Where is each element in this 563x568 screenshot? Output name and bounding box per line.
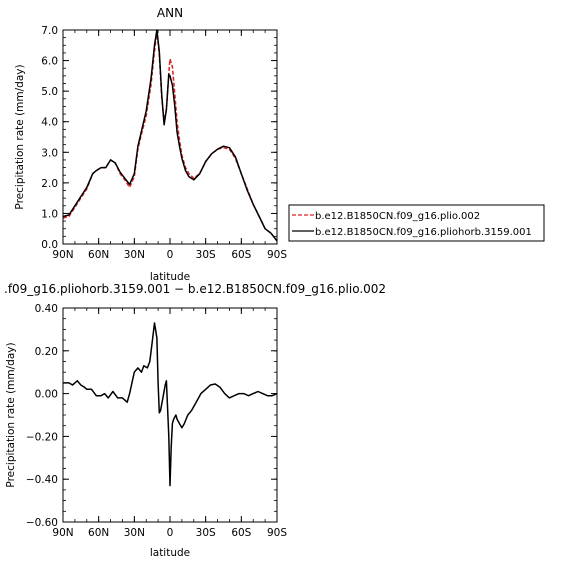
top-x-tick-label: 30N: [124, 249, 145, 261]
bottom-panel: .f09_g16.pliohorb.3159.001 − b.e12.B1850…: [4, 282, 386, 559]
top-x-axis-label: latitude: [150, 271, 190, 283]
bottom-x-tick-label: 0: [167, 527, 174, 539]
bottom-y-axis-label: Precipitation rate (mm/day): [5, 342, 17, 487]
top-x-tick-label: 60S: [231, 249, 251, 261]
bottom-ticks: [62, 307, 278, 523]
top-series-line-0: [62, 30, 278, 242]
legend: b.e12.B1850CN.f09_g16.plio.002 b.e12.B18…: [288, 204, 545, 242]
top-y-tick-label: 1.0: [41, 208, 58, 220]
legend-box: [288, 204, 545, 242]
bottom-y-tick-label: −0.40: [26, 474, 58, 486]
bottom-x-tick-labels: 90N 60N 30N 0 30S 60S 90S: [52, 527, 287, 539]
top-plot-frame: [62, 29, 278, 245]
top-y-tick-label: 4.0: [41, 117, 58, 129]
bottom-y-tick-label: 0.20: [35, 346, 58, 358]
bottom-y-tick-label: −0.20: [26, 431, 58, 443]
top-y-tick-label: 7.0: [41, 25, 58, 37]
top-x-tick-label: 90N: [52, 249, 73, 261]
bottom-x-tick-label: 30N: [124, 527, 145, 539]
top-y-tick-label: 0.0: [41, 239, 58, 251]
bottom-plot-frame: [62, 307, 278, 523]
top-series-line-1: [62, 29, 278, 242]
top-chart-title: ANN: [157, 6, 183, 20]
top-y-tick-labels: 0.0 1.0 2.0 3.0 4.0 5.0 6.0 7.0: [41, 25, 58, 251]
top-y-tick-label: 3.0: [41, 147, 58, 159]
top-series-group: [62, 29, 278, 242]
bottom-y-tick-label: 0.00: [35, 389, 58, 401]
top-y-tick-label: 2.0: [41, 178, 58, 190]
top-y-tick-label: 6.0: [41, 56, 58, 68]
top-y-tick-label: 5.0: [41, 86, 58, 98]
bottom-x-tick-label: 90N: [52, 527, 73, 539]
bottom-series-line-0: [63, 322, 278, 487]
top-x-tick-label: 0: [167, 249, 174, 261]
bottom-x-tick-label: 60S: [231, 527, 251, 539]
top-x-tick-labels: 90N 60N 30N 0 30S 60S 90S: [52, 249, 287, 261]
top-x-tick-label: 30S: [196, 249, 216, 261]
bottom-series-group: [63, 322, 278, 487]
top-panel: ANN 90N 60N 30N 0 30S 60S 90S 0.0 1.0 2.0 3.0 4.0 5…: [14, 6, 287, 283]
bottom-y-tick-labels: −0.60 −0.40 −0.20 0.00 0.20 0.40: [26, 303, 58, 529]
bottom-y-tick-label: −0.60: [26, 517, 58, 529]
bottom-x-tick-label: 90S: [267, 527, 287, 539]
legend-label-pliohorb: b.e12.B1850CN.f09_g16.pliohorb.3159.001: [315, 227, 532, 238]
bottom-x-tick-label: 60N: [88, 527, 109, 539]
top-x-tick-label: 90S: [267, 249, 287, 261]
bottom-x-tick-label: 30S: [196, 527, 216, 539]
top-x-tick-label: 60N: [88, 249, 109, 261]
bottom-chart-title: .f09_g16.pliohorb.3159.001 − b.e12.B1850…: [4, 282, 386, 296]
legend-label-plio: b.e12.B1850CN.f09_g16.plio.002: [315, 211, 480, 222]
bottom-y-tick-label: 0.40: [35, 303, 58, 315]
top-y-axis-label: Precipitation rate (mm/day): [14, 64, 26, 209]
bottom-x-axis-label: latitude: [150, 547, 190, 559]
